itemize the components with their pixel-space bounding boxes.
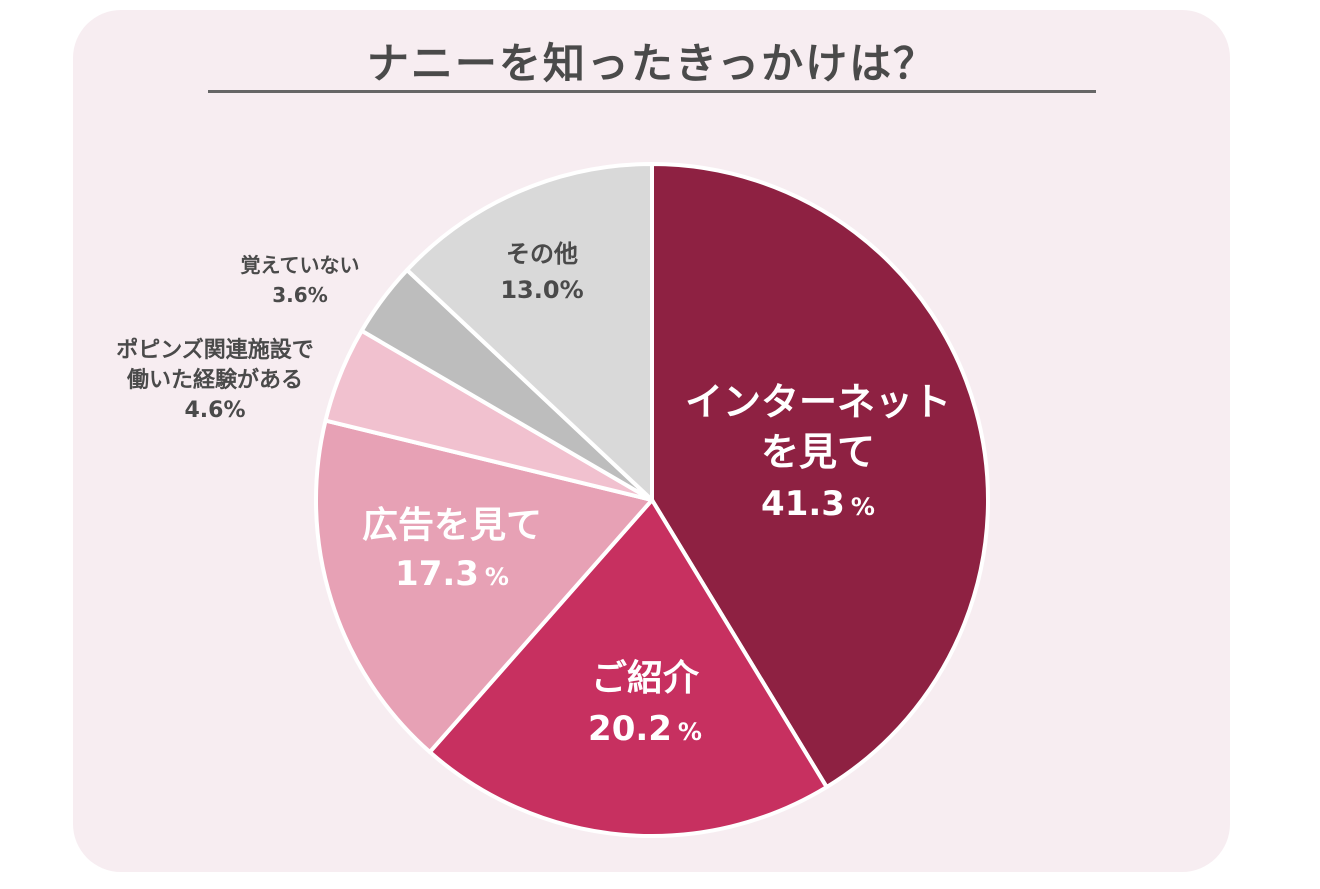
slice-value-unit-1: % xyxy=(678,718,702,746)
slice-value-unit-0: % xyxy=(851,493,875,521)
slice-value-number-4: 3.6 xyxy=(272,283,307,307)
slice-value-number-3: 4.6 xyxy=(184,398,223,423)
slice-label-0-line-0: インターネット xyxy=(685,380,951,424)
slice-value-number-1: 20.2 xyxy=(588,709,672,749)
title-underline xyxy=(208,90,1096,93)
slice-label-2-line-0: 広告を見て xyxy=(362,505,542,546)
slice-value-number-5: 13.0 xyxy=(500,276,559,304)
slice-label-5-line-0: その他 xyxy=(506,240,578,268)
slice-label-3-line-1: 働いた経験がある xyxy=(126,367,303,393)
slice-value-number-2: 17.3 xyxy=(395,554,479,594)
slice-value-4: 3.6% xyxy=(272,283,327,307)
slice-value-2: 17.3% xyxy=(395,554,509,594)
pie-slices xyxy=(314,162,991,839)
pie-slice-0 xyxy=(650,162,991,790)
slice-value-unit-5: % xyxy=(560,276,584,304)
slice-value-0: 41.3% xyxy=(761,484,875,524)
slice-value-1: 20.2% xyxy=(588,709,702,749)
slice-label-3-line-0: ポピンズ関連施設で xyxy=(116,337,314,363)
slice-label-4-line-0: 覚えていない xyxy=(241,253,360,277)
chart-title: ナニーを知ったきっかけは？ xyxy=(366,39,938,88)
pie-slice-2 xyxy=(314,418,654,755)
pie-slice-5 xyxy=(405,162,654,502)
slice-value-3: 4.6% xyxy=(184,398,245,423)
pie-slice-1 xyxy=(427,498,829,839)
slice-value-5: 13.0% xyxy=(500,276,583,304)
slice-value-unit-4: % xyxy=(308,283,328,307)
slice-label-1-line-0: ご紹介 xyxy=(591,658,700,699)
slice-value-unit-2: % xyxy=(485,563,509,591)
slice-value-unit-3: % xyxy=(223,398,245,423)
slice-value-number-0: 41.3 xyxy=(761,484,845,524)
slice-label-0-line-1: を見て xyxy=(761,430,875,474)
